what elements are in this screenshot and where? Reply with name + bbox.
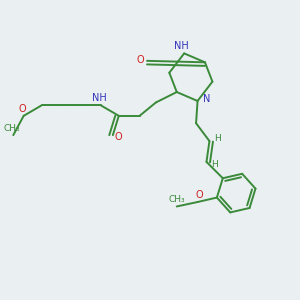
Text: CH₃: CH₃	[168, 195, 185, 204]
Text: O: O	[137, 55, 144, 65]
Text: H: H	[214, 134, 221, 142]
Text: O: O	[18, 104, 26, 114]
Text: NH: NH	[92, 93, 107, 103]
Text: H: H	[212, 160, 218, 169]
Text: CH₃: CH₃	[4, 124, 20, 133]
Text: O: O	[195, 190, 203, 200]
Text: N: N	[203, 94, 210, 104]
Text: NH: NH	[174, 41, 189, 51]
Text: O: O	[115, 132, 123, 142]
